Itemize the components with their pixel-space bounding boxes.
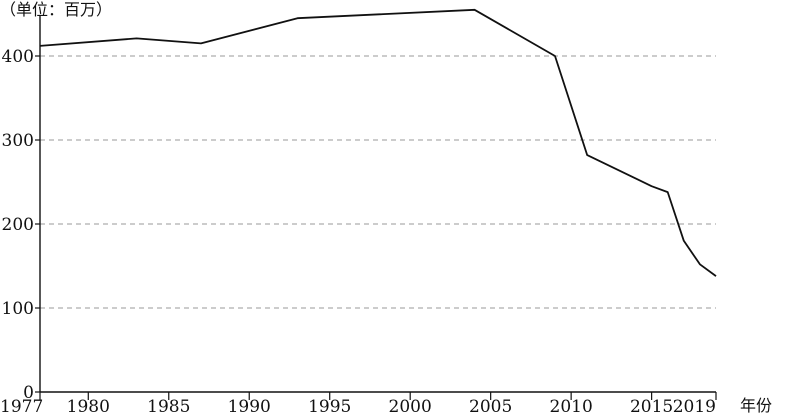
x-tick-label: 1990 — [228, 397, 271, 417]
series-line — [39, 8, 717, 277]
y-tick-label: 400 — [2, 47, 34, 67]
y-axis-unit-label: （单位：百万） — [0, 0, 112, 19]
x-tick-label: 2019 — [673, 397, 716, 417]
grid-lines — [40, 55, 716, 309]
x-tick-label: 2005 — [469, 397, 512, 417]
x-tick-label: 2010 — [550, 397, 593, 417]
y-tick-label: 0 — [23, 383, 34, 403]
x-tick-label: 2000 — [389, 397, 432, 417]
x-tick-label: 1985 — [147, 397, 190, 417]
x-tick-labels: 1977 1980 1985 1990 1995 2000 2005 2010 2015 2019 — [0, 397, 716, 417]
y-tick-label: 300 — [2, 131, 34, 151]
x-tick-label: 1980 — [67, 397, 110, 417]
x-tick-label: 1977 — [0, 397, 43, 417]
axis-ticks — [35, 55, 717, 400]
x-tick-label: 2015 — [630, 397, 673, 417]
y-tick-label: 200 — [2, 215, 34, 235]
axes — [39, 15, 716, 393]
x-tick-label: 1995 — [308, 397, 351, 417]
x-axis-title: 年份 — [740, 396, 772, 415]
y-tick-label: 100 — [2, 299, 34, 319]
y-tick-labels: 0 100 200 300 400 — [2, 47, 34, 403]
